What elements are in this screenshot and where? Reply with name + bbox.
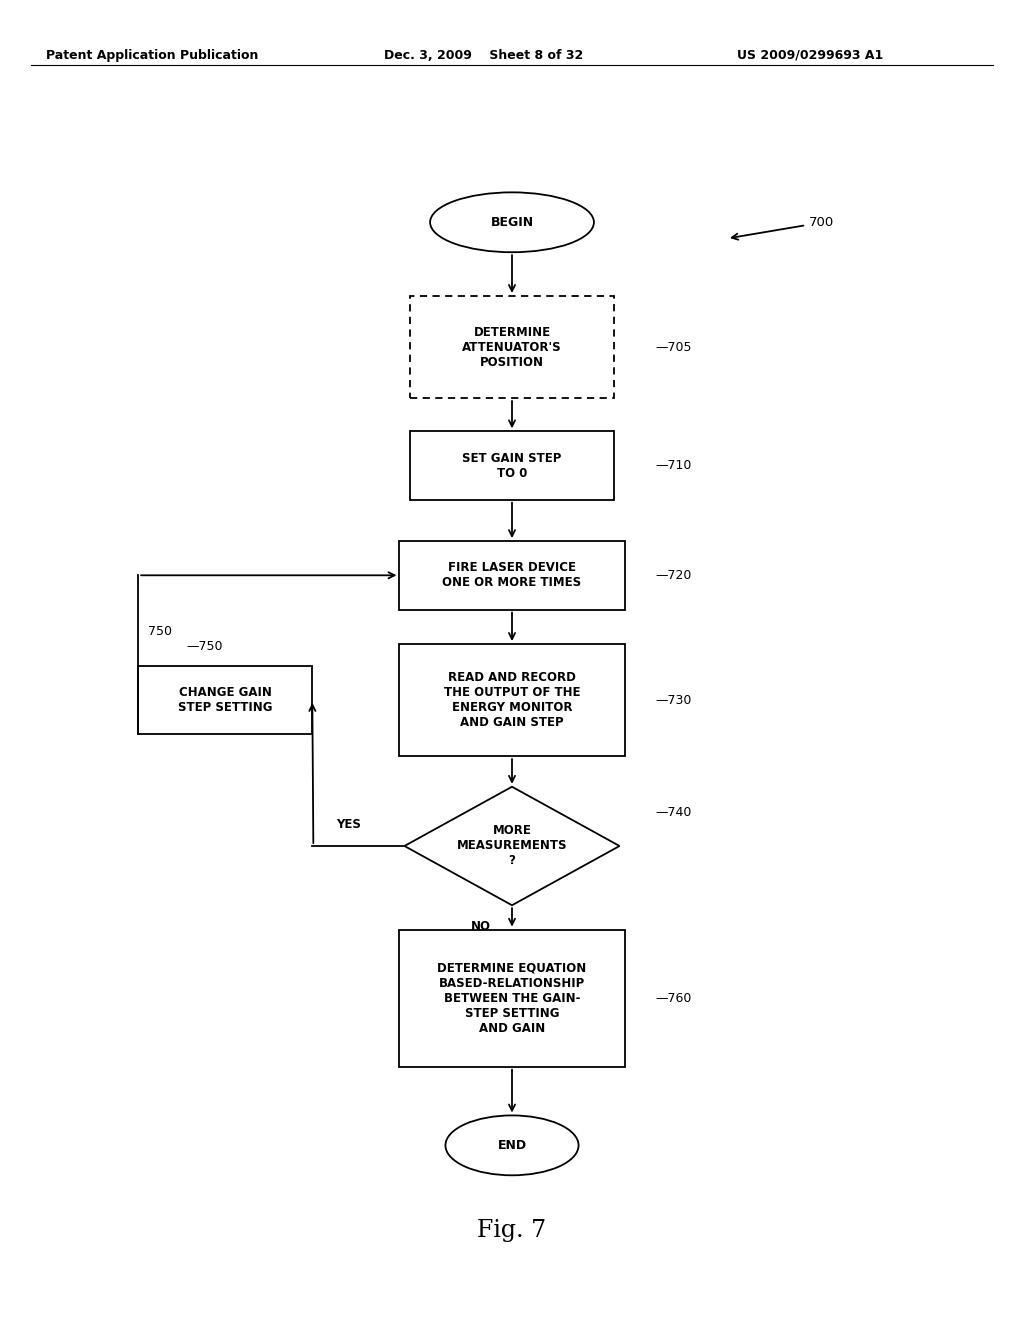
Text: DETERMINE
ATTENUATOR'S
POSITION: DETERMINE ATTENUATOR'S POSITION xyxy=(462,326,562,368)
Bar xyxy=(399,929,625,1067)
Text: —760: —760 xyxy=(655,991,692,1005)
Text: NO: NO xyxy=(471,920,492,933)
Bar xyxy=(399,644,625,756)
Text: 750: 750 xyxy=(148,626,172,639)
Text: BEGIN: BEGIN xyxy=(490,215,534,228)
Text: Patent Application Publication: Patent Application Publication xyxy=(46,49,258,62)
Text: —750: —750 xyxy=(186,640,223,653)
Text: Fig. 7: Fig. 7 xyxy=(477,1218,547,1242)
Text: CHANGE GAIN
STEP SETTING: CHANGE GAIN STEP SETTING xyxy=(178,686,272,714)
Text: US 2009/0299693 A1: US 2009/0299693 A1 xyxy=(737,49,884,62)
Text: —710: —710 xyxy=(655,459,692,473)
Text: FIRE LASER DEVICE
ONE OR MORE TIMES: FIRE LASER DEVICE ONE OR MORE TIMES xyxy=(442,561,582,589)
Bar xyxy=(399,541,625,610)
Text: END: END xyxy=(498,1139,526,1152)
Text: —730: —730 xyxy=(655,693,692,706)
Text: —720: —720 xyxy=(655,569,692,582)
Text: DETERMINE EQUATION
BASED-RELATIONSHIP
BETWEEN THE GAIN-
STEP SETTING
AND GAIN: DETERMINE EQUATION BASED-RELATIONSHIP BE… xyxy=(437,962,587,1035)
Text: YES: YES xyxy=(336,818,360,832)
Text: READ AND RECORD
THE OUTPUT OF THE
ENERGY MONITOR
AND GAIN STEP: READ AND RECORD THE OUTPUT OF THE ENERGY… xyxy=(443,671,581,729)
Text: —740: —740 xyxy=(655,805,692,818)
Text: —705: —705 xyxy=(655,341,692,354)
Text: MORE
MEASUREMENTS
?: MORE MEASUREMENTS ? xyxy=(457,825,567,867)
Bar xyxy=(410,296,614,399)
Text: 700: 700 xyxy=(732,216,835,240)
Bar xyxy=(138,665,312,734)
Bar xyxy=(410,432,614,500)
Text: SET GAIN STEP
TO 0: SET GAIN STEP TO 0 xyxy=(462,451,562,479)
Text: Dec. 3, 2009    Sheet 8 of 32: Dec. 3, 2009 Sheet 8 of 32 xyxy=(384,49,584,62)
